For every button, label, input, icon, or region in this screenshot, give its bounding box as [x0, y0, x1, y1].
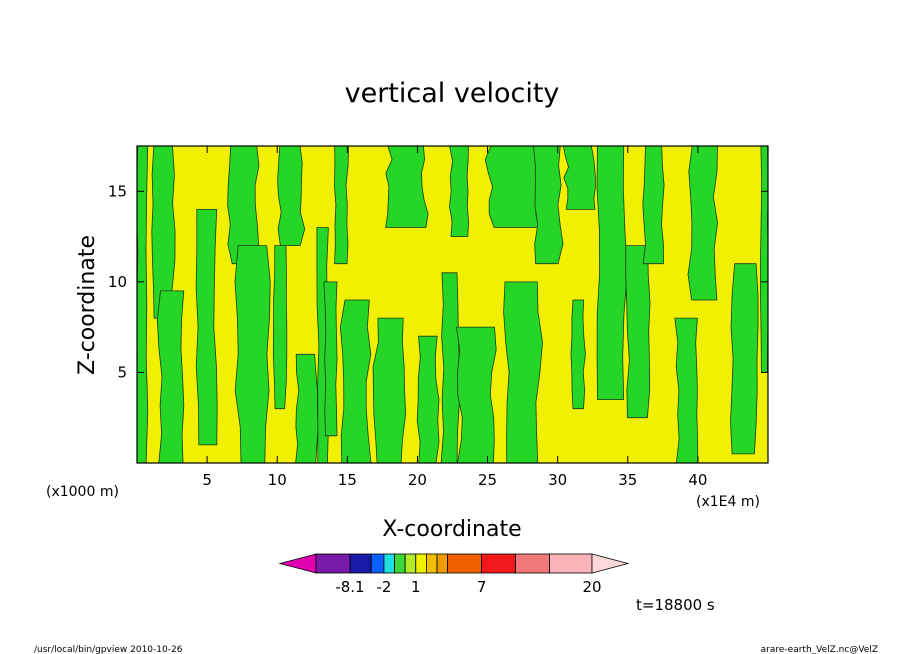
negative-velocity-region — [563, 146, 596, 210]
y-axis-label: Z-coordinate — [75, 235, 100, 375]
chart-title: vertical velocity — [345, 78, 560, 109]
colorbar-tick-label: 20 — [582, 578, 601, 596]
negative-velocity-region — [440, 272, 460, 463]
colorbar-tick-label: -2 — [376, 578, 391, 596]
colorbar-swatch — [447, 553, 482, 574]
negative-velocity-region — [687, 146, 718, 301]
colorbar-swatch — [425, 553, 438, 574]
colorbar-swatch — [515, 553, 550, 574]
y-tick-label: 10 — [108, 273, 127, 291]
negative-velocity-region — [533, 146, 564, 265]
negative-velocity-region — [195, 209, 218, 446]
x-tick-label: 30 — [548, 471, 567, 489]
negative-velocity-region — [234, 245, 271, 463]
negative-velocity-region — [137, 146, 149, 463]
negative-velocity-region — [372, 317, 406, 463]
negative-velocity-region — [730, 263, 759, 455]
colorbar-swatch — [394, 553, 406, 574]
x-tick-label: 35 — [618, 471, 637, 489]
negative-velocity-region — [340, 299, 372, 463]
time-label: t=18800 s — [636, 596, 715, 614]
colorbar-swatch — [549, 553, 593, 574]
negative-velocity-region — [272, 245, 288, 410]
negative-velocity-region — [456, 326, 497, 463]
colorbar-swatch — [481, 553, 516, 574]
negative-velocity-region — [323, 281, 338, 437]
footer-left: /usr/local/bin/gpview 2010-10-26 — [34, 645, 183, 654]
negative-velocity-region — [295, 353, 319, 463]
x-tick-label: 25 — [478, 471, 497, 489]
y-axis: 5 10 15 — [108, 182, 768, 381]
x-tick-label: 15 — [338, 471, 357, 489]
x-tick-label: 10 — [268, 471, 287, 489]
negative-velocity-region — [385, 146, 429, 228]
colorbar-min-arrow — [278, 553, 317, 574]
negative-velocity-region — [334, 146, 349, 265]
colorbar-swatch — [383, 553, 395, 574]
x-tick-label: 5 — [202, 471, 212, 489]
plot-frame — [136, 145, 769, 464]
x-axis-label: X-coordinate — [382, 517, 521, 542]
plot-area — [136, 145, 769, 464]
colorbar: -8.1 -2 1 7 20 — [278, 553, 630, 596]
x-unit-left: (x1000 m) — [46, 484, 119, 500]
colorbar-swatch — [349, 553, 372, 574]
colorbar-tick-label: -8.1 — [335, 578, 364, 596]
colorbar-tick-label: 7 — [477, 578, 487, 596]
colorbar-max-arrow — [591, 553, 630, 574]
negative-velocity-region — [277, 146, 306, 246]
x-unit-right: (x1E4 m) — [696, 494, 760, 510]
colorbar-swatch — [415, 553, 427, 574]
y-tick-label: 15 — [108, 182, 127, 200]
negative-velocity-region — [416, 335, 440, 463]
colorbar-swatch — [315, 553, 351, 574]
negative-velocity-region — [642, 146, 665, 265]
negative-velocity-region — [156, 290, 185, 463]
colorbar-swatch — [404, 553, 417, 574]
footer-right: arare-earth_VelZ.nc@VelZ — [761, 645, 878, 654]
colorbar-tick-label: 1 — [411, 578, 421, 596]
x-tick-label: 20 — [408, 471, 427, 489]
negative-velocity-region — [570, 299, 586, 410]
negative-velocity-region — [625, 245, 651, 419]
negative-velocity-region — [449, 146, 469, 237]
negative-velocity-region — [503, 281, 543, 463]
negative-velocity-region — [674, 317, 699, 463]
x-tick-label: 40 — [688, 471, 707, 489]
x-axis: 5 10 15 20 25 30 35 40 — [202, 146, 707, 489]
y-tick-label: 5 — [117, 363, 127, 381]
negative-velocity-region — [596, 146, 628, 400]
colorbar-swatch — [370, 553, 385, 574]
colorbar-swatch — [436, 553, 449, 574]
negative-velocity-field — [137, 146, 768, 463]
